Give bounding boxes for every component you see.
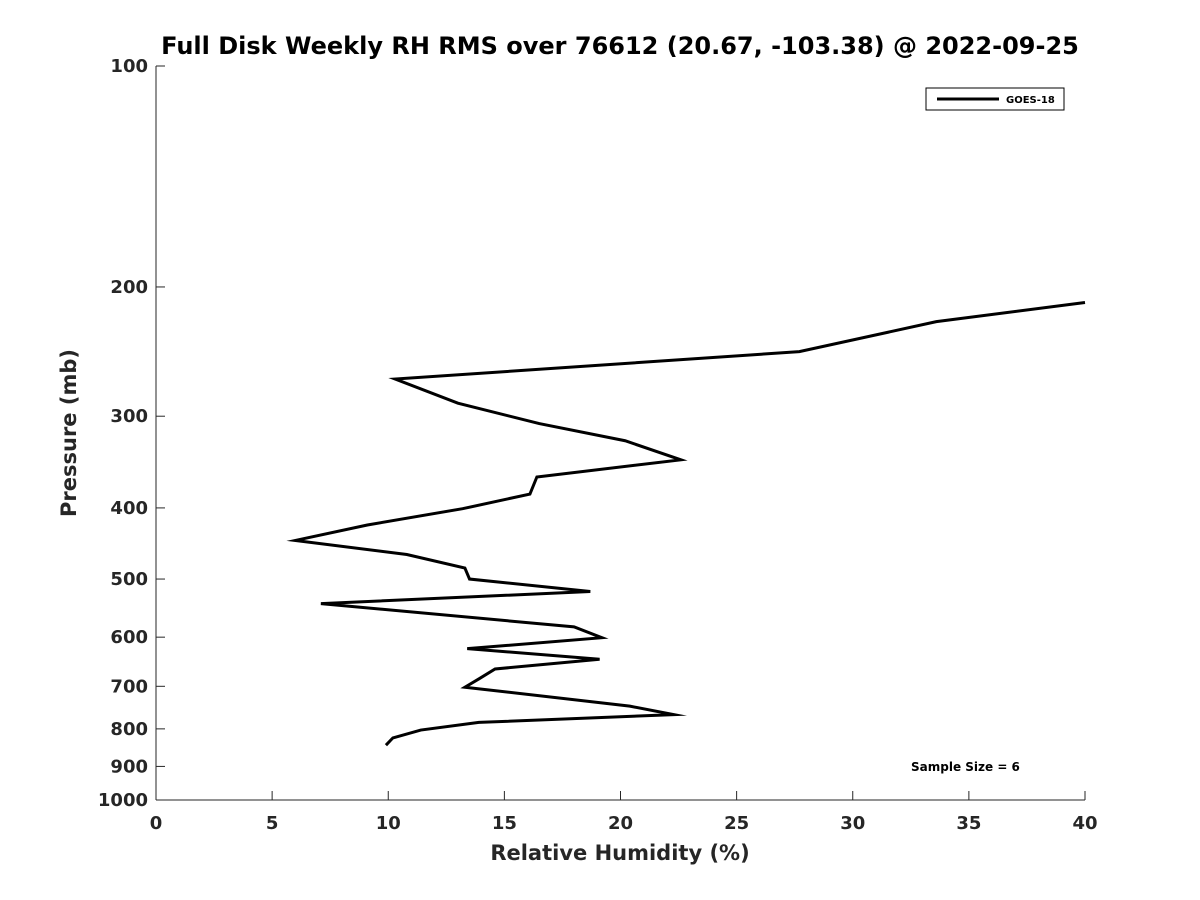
x-tick-label: 5 <box>266 813 279 834</box>
y-tick-label: 900 <box>110 756 148 777</box>
sample-size-annotation: Sample Size = 6 <box>911 760 1020 774</box>
y-tick-label: 600 <box>110 627 148 648</box>
plot-area: 0 5 10 15 20 25 30 35 40 100 200 300 400 500 600 700 800… <box>98 56 1098 834</box>
y-tick-label: 200 <box>110 277 148 298</box>
legend: GOES-18 <box>925 87 1065 111</box>
y-tick-label: 1000 <box>98 790 148 811</box>
y-tick-label: 100 <box>110 56 148 77</box>
legend-label-goes-18: GOES-18 <box>1006 95 1055 106</box>
y-tick-label: 400 <box>110 498 148 519</box>
x-tick-label: 40 <box>1072 813 1097 834</box>
y-axis-label: Pressure (mb) <box>57 349 81 517</box>
chart-title: Full Disk Weekly RH RMS over 76612 (20.6… <box>161 32 1079 60</box>
y-tick-label: 700 <box>110 676 148 697</box>
x-tick-label: 35 <box>956 813 981 834</box>
x-tick-label: 20 <box>608 813 633 834</box>
y-tick-label: 800 <box>110 719 148 740</box>
x-tick-label: 10 <box>376 813 401 834</box>
x-tick-label: 30 <box>840 813 865 834</box>
y-tick-label: 500 <box>110 569 148 590</box>
x-axis-label: Relative Humidity (%) <box>490 841 749 865</box>
x-tick-label: 25 <box>724 813 749 834</box>
x-tick-label: 0 <box>150 813 163 834</box>
series-line-goes-18 <box>286 301 1086 747</box>
x-tick-label: 15 <box>492 813 517 834</box>
y-tick-label: 300 <box>110 406 148 427</box>
